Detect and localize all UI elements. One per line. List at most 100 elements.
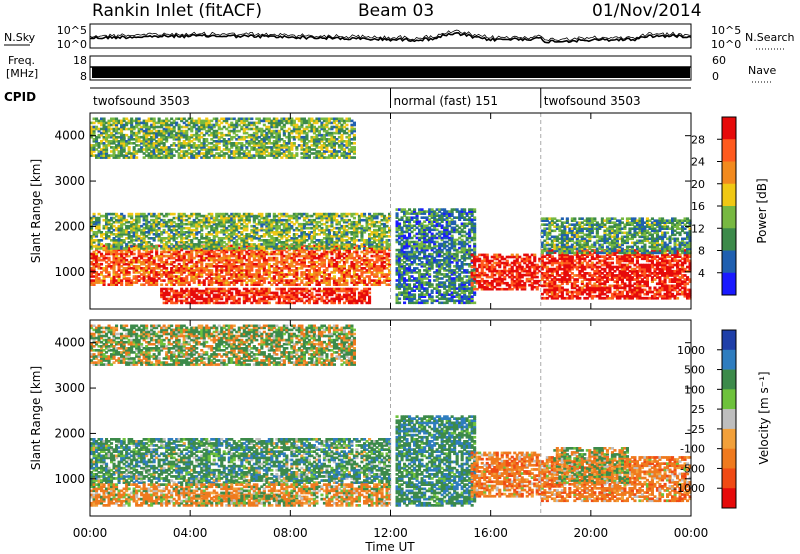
- heatmap-cell: [290, 260, 294, 264]
- heatmap-cell: [252, 156, 256, 159]
- heatmap-cell: [177, 233, 181, 236]
- heatmap-cell: [190, 293, 194, 297]
- heatmap-cell: [135, 140, 139, 143]
- heatmap-cell: [373, 269, 377, 272]
- heatmap-cell: [385, 267, 389, 270]
- heatmap-cell: [167, 241, 171, 244]
- heatmap-cell: [152, 127, 156, 131]
- heatmap-cell: [125, 233, 129, 236]
- heatmap-cell: [260, 254, 264, 258]
- heatmap-cell: [190, 133, 194, 137]
- heatmap-cell: [127, 233, 131, 236]
- heatmap-cell: [332, 241, 336, 244]
- heatmap-cell: [200, 241, 204, 244]
- heatmap-cell: [280, 222, 284, 226]
- heatmap-cell: [225, 262, 229, 266]
- heatmap-cell: [185, 297, 189, 301]
- heatmap-cell: [305, 127, 309, 131]
- heatmap-cell: [290, 291, 294, 295]
- heatmap-cell: [200, 144, 204, 147]
- heatmap-cell: [142, 233, 146, 236]
- heatmap-cell: [332, 262, 336, 266]
- heatmap-cell: [355, 239, 359, 242]
- heatmap-cell: [205, 138, 209, 141]
- heatmap-cell: [317, 241, 321, 244]
- heatmap-cell: [290, 301, 294, 305]
- heatmap-cell: [175, 248, 179, 252]
- heatmap-cell: [388, 226, 392, 230]
- heatmap-cell: [137, 127, 141, 131]
- nave-fill: [92, 67, 690, 78]
- heatmap-cell: [250, 121, 254, 125]
- heatmap-cell: [275, 231, 279, 234]
- heatmap-cell: [245, 258, 249, 262]
- heatmap-cell: [102, 123, 106, 127]
- heatmap-cell: [275, 138, 279, 141]
- heatmap-cell: [287, 156, 291, 159]
- heatmap-cell: [307, 256, 311, 260]
- heatmap-cell: [197, 119, 201, 123]
- heatmap-cell: [302, 119, 306, 123]
- heatmap-cell: [312, 287, 316, 291]
- heatmap-cell: [352, 297, 356, 301]
- heatmap-cell: [277, 133, 281, 137]
- heatmap-cell: [202, 256, 206, 260]
- heatmap-cell: [162, 231, 166, 234]
- heatmap-cell: [300, 262, 304, 266]
- heatmap-cell: [212, 216, 216, 220]
- heatmap-cell: [260, 243, 264, 246]
- heatmap-cell: [227, 148, 231, 151]
- heatmap-cell: [235, 133, 239, 137]
- heatmap-cell: [97, 247, 101, 250]
- heatmap-cell: [112, 241, 116, 244]
- heatmap-cell: [317, 152, 321, 155]
- heatmap-cell: [160, 283, 164, 286]
- heatmap-cell: [205, 119, 209, 123]
- heatmap-cell: [378, 283, 382, 286]
- heatmap-cell: [388, 231, 392, 234]
- heatmap-cell: [277, 216, 281, 220]
- heatmap-cell: [147, 258, 151, 262]
- heatmap-cell: [282, 152, 286, 155]
- heatmap-cell: [252, 231, 256, 234]
- heatmap-cell: [157, 125, 161, 129]
- heatmap-cell: [245, 299, 249, 303]
- heatmap-cell: [347, 231, 351, 234]
- heatmap-cell: [368, 216, 372, 220]
- heatmap-cell: [145, 218, 149, 222]
- heatmap-cell: [225, 267, 229, 270]
- heatmap-cell: [275, 156, 279, 159]
- heatmap-cell: [235, 243, 239, 246]
- heatmap-cell: [157, 222, 161, 226]
- heatmap-cell: [112, 150, 116, 153]
- heatmap-cell: [262, 222, 266, 226]
- heatmap-cell: [237, 258, 241, 262]
- heatmap-cell: [97, 154, 101, 157]
- heatmap-cell: [215, 121, 219, 125]
- heatmap-cell: [95, 254, 99, 258]
- heatmap-cell: [155, 150, 159, 153]
- heatmap-cell: [202, 224, 206, 228]
- heatmap-cell: [232, 129, 236, 133]
- heatmap-cell: [180, 241, 184, 244]
- heatmap-cell: [127, 119, 131, 123]
- heatmap-cell: [187, 235, 191, 238]
- heatmap-cell: [120, 222, 124, 226]
- heatmap-cell: [202, 299, 206, 303]
- heatmap-cell: [322, 287, 326, 291]
- heatmap-cell: [227, 258, 231, 262]
- heatmap-cell: [383, 226, 387, 230]
- heatmap-cell: [100, 154, 104, 157]
- heatmap-cell: [150, 222, 154, 226]
- heatmap-cell: [110, 131, 114, 135]
- heatmap-cell: [195, 247, 199, 250]
- heatmap-cell: [363, 218, 367, 222]
- heatmap-cell: [337, 246, 341, 250]
- heatmap-cell: [175, 277, 179, 280]
- heatmap-cell: [115, 121, 119, 125]
- heatmap-cell: [352, 287, 356, 291]
- heatmap-cell: [292, 228, 296, 232]
- heatmap-cell: [312, 142, 316, 145]
- heatmap-cell: [220, 248, 224, 252]
- heatmap-cell: [335, 233, 339, 236]
